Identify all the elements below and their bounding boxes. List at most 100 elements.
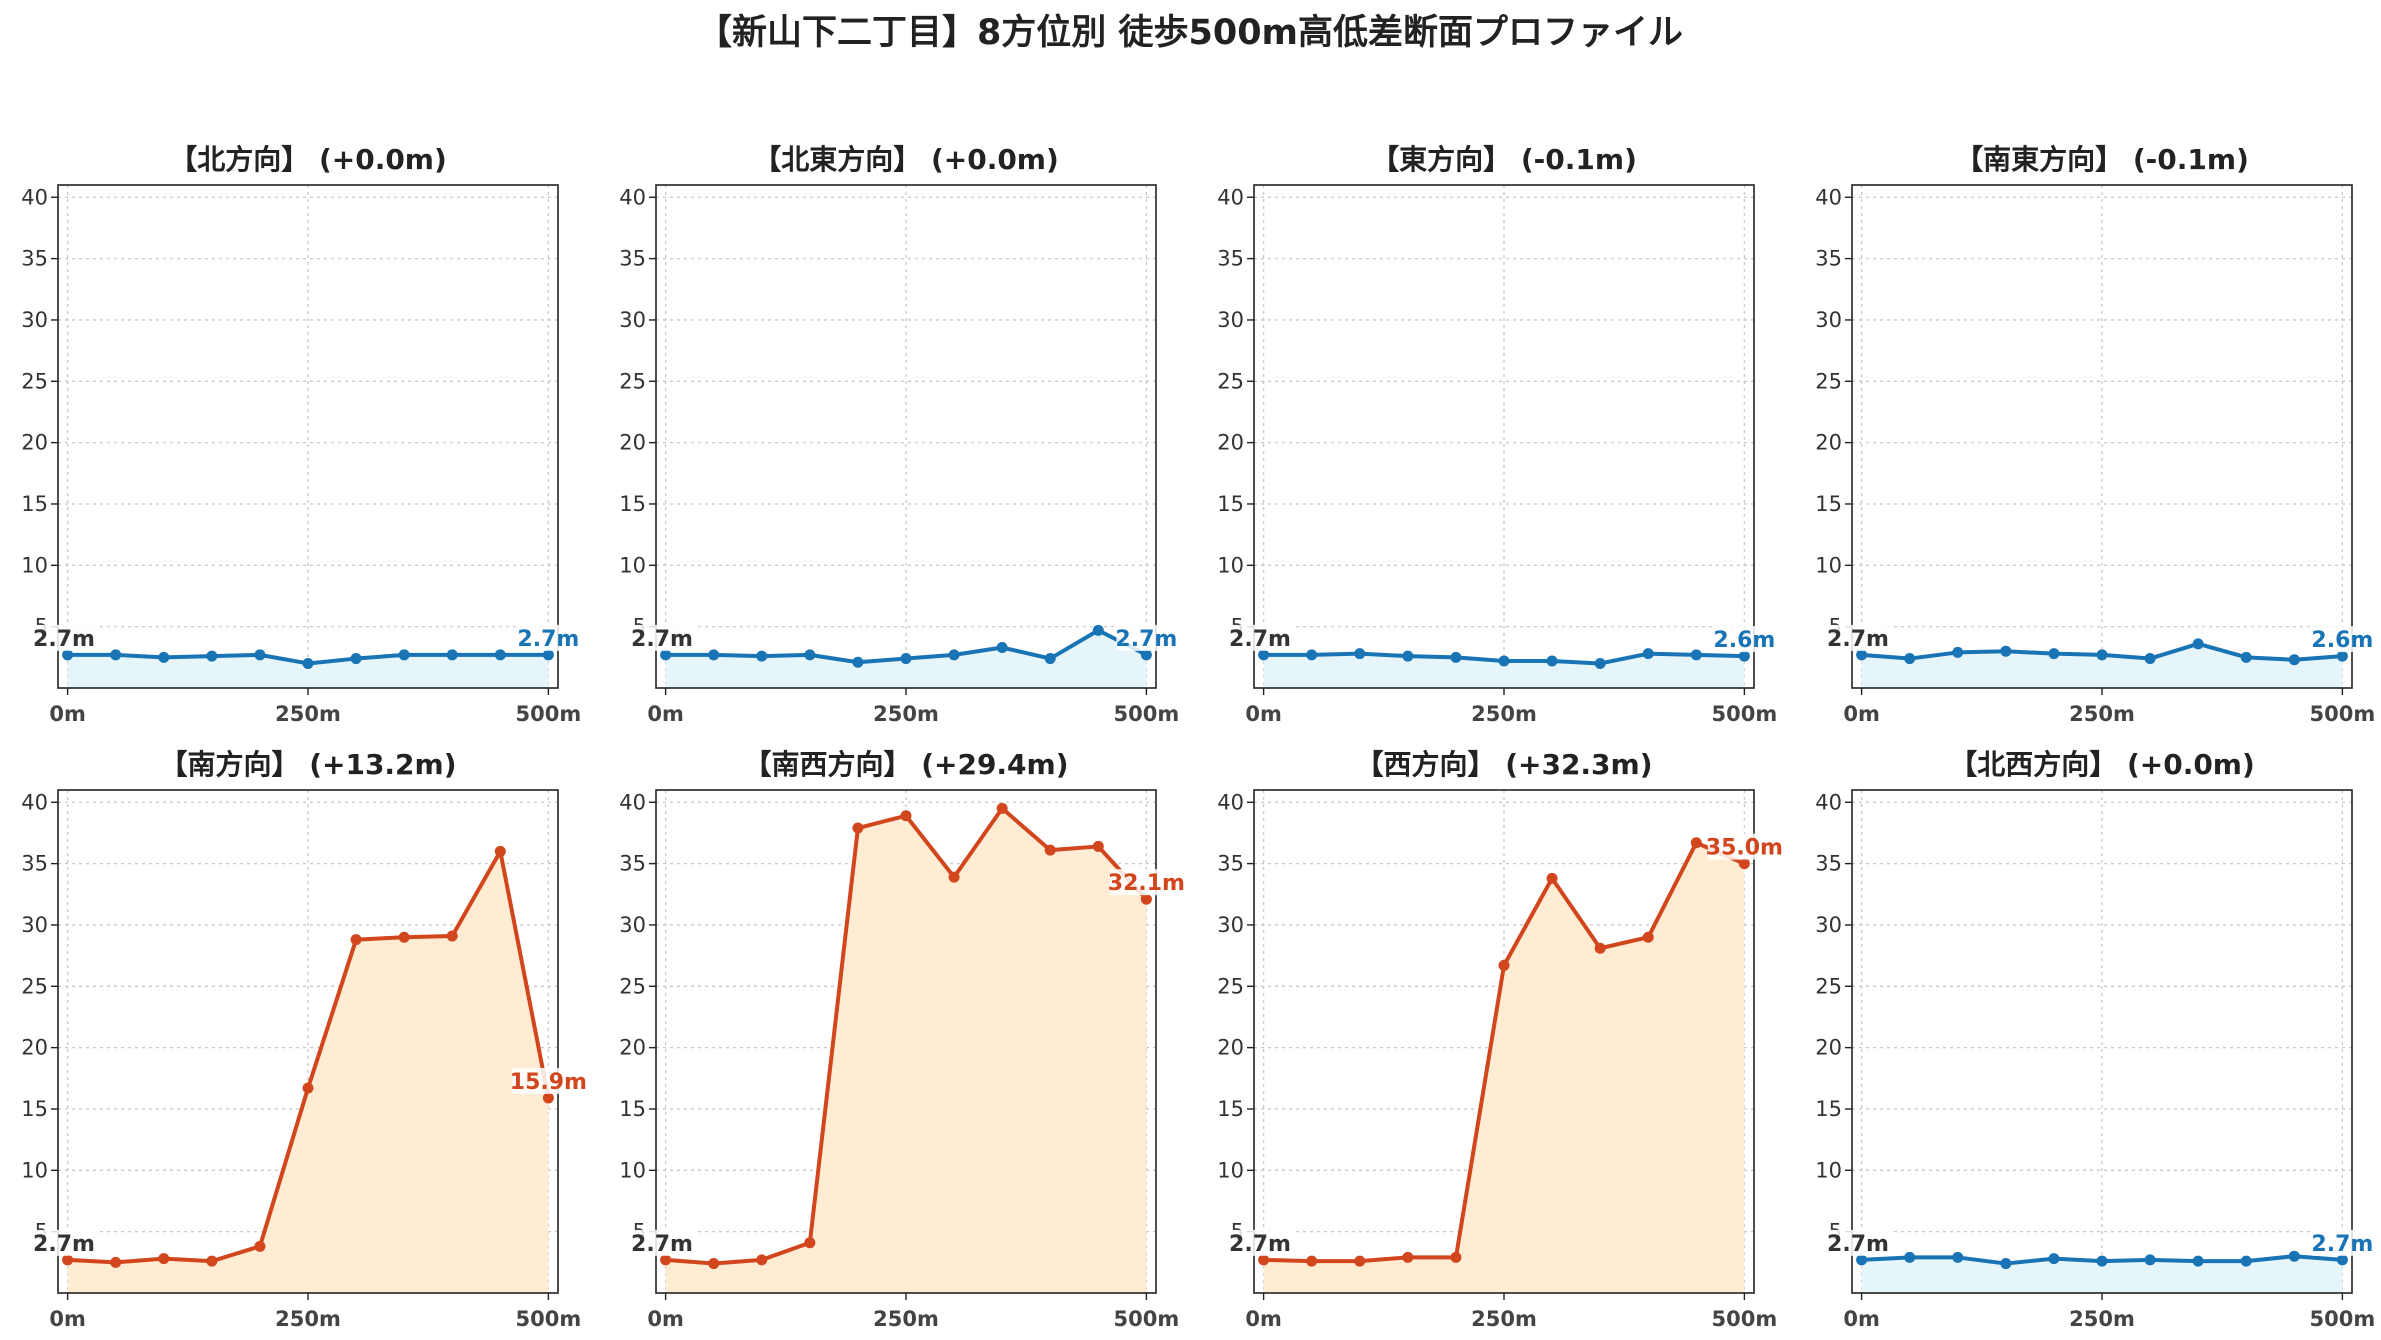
data-point [1092,624,1104,636]
y-tick-label: 20 [21,1036,48,1060]
end-value-label: 2.6m [1713,628,1775,653]
data-point [1594,657,1606,669]
panel-title: 【北東方向】 (+0.0m) [753,143,1059,176]
data-point [1738,650,1750,662]
x-tick-label: 250m [873,1307,939,1331]
data-point [1354,648,1366,660]
end-value-label: 2.6m [2311,628,2373,653]
y-tick-label: 20 [1217,431,1244,455]
start-value-label: 2.7m [631,627,693,652]
y-tick-label: 25 [21,974,48,998]
data-point [1594,942,1606,954]
x-tick-label: 250m [1471,1307,1537,1331]
panel-title: 【南西方向】 (+29.4m) [743,748,1068,781]
data-point [494,649,506,661]
panels: 【北方向】 (+0.0m)5101520253035400m250m500m2.… [21,143,2375,1331]
data-point [804,1237,816,1249]
x-tick-label: 500m [2310,1307,2376,1331]
y-tick-label: 35 [1217,852,1244,876]
end-label-bg [2312,626,2373,653]
y-tick-label: 15 [21,1097,48,1121]
end-label-bg [518,624,579,651]
start-label-bg [1828,1229,1890,1256]
start-label-bg [632,1229,694,1256]
figure-title: 【新山下二丁目】8方位別 徒歩500m高低差断面プロファイル [697,13,1683,53]
area-fill [1861,1256,2343,1293]
panel-title: 【南東方向】 (-0.1m) [1955,143,2249,176]
data-point [1258,649,1270,661]
data-point [1258,1254,1270,1266]
data-point [1738,858,1750,870]
data-point [254,649,266,661]
data-point [1306,649,1318,661]
data-point [302,1082,314,1094]
data-point [1044,653,1056,665]
x-tick-label: 250m [1471,702,1537,726]
end-value-label: 35.0m [1706,836,1783,861]
x-tick-label: 0m [1245,702,1282,726]
panel-3: 【南東方向】 (-0.1m)5101520253035400m250m500m2… [1815,143,2375,726]
area-fill [1263,653,1745,688]
data-point [1856,1254,1868,1266]
start-value-label: 2.7m [631,1232,693,1257]
y-tick-label: 15 [619,1097,646,1121]
data-point [756,1254,768,1266]
data-point [1546,872,1558,884]
x-tick-label: 500m [1114,702,1180,726]
y-tick-label: 40 [619,790,646,814]
area-fill [1263,842,1745,1293]
data-point [900,653,912,665]
area-fill [665,808,1147,1293]
data-point [2000,1258,2012,1270]
data-point [446,649,458,661]
y-tick-label: 20 [1217,1036,1244,1060]
y-tick-label: 10 [1815,1158,1842,1182]
panel-5: 【南西方向】 (+29.4m)5101520253035400m250m500m… [619,748,1185,1331]
data-point [900,810,912,822]
y-tick-label: 30 [21,913,48,937]
end-value-label: 32.1m [1108,871,1185,896]
x-tick-label: 500m [516,702,582,726]
data-point [2144,653,2156,665]
start-label-bg [34,1229,96,1256]
data-point [350,653,362,665]
x-tick-label: 250m [275,702,341,726]
data-point [2048,1253,2060,1265]
y-tick-label: 35 [1815,247,1842,271]
area-fill [67,654,549,688]
data-point [1402,1251,1414,1263]
data-point [398,649,410,661]
end-value-label: 2.7m [517,627,579,652]
y-tick-label: 35 [619,852,646,876]
x-tick-label: 500m [1712,1307,1778,1331]
y-tick-label: 30 [21,308,48,332]
data-point [110,649,122,661]
data-point [2192,1255,2204,1267]
area-fill [67,851,549,1293]
data-point [1092,840,1104,852]
y-tick-label: 35 [21,247,48,271]
y-tick-label: 10 [21,553,48,577]
x-tick-label: 500m [1712,702,1778,726]
data-point [2336,1254,2348,1266]
panel-title: 【北方向】 (+0.0m) [169,143,447,176]
x-tick-label: 0m [49,1307,86,1331]
y-tick-label: 15 [1815,1097,1842,1121]
data-point [398,931,410,943]
x-tick-label: 0m [1843,1307,1880,1331]
y-tick-label: 10 [1815,553,1842,577]
data-point [948,649,960,661]
end-label-bg [2312,1229,2373,1256]
data-point [494,845,506,857]
start-value-label: 2.7m [33,1232,95,1257]
y-tick-label: 25 [1217,369,1244,393]
data-point [1904,653,1916,665]
y-tick-label: 40 [21,790,48,814]
end-label-bg [1707,833,1781,860]
x-tick-label: 500m [516,1307,582,1331]
panel-6: 【西方向】 (+32.3m)5101520253035400m250m500m2… [1217,748,1783,1331]
start-value-label: 2.7m [33,627,95,652]
y-tick-label: 30 [1217,308,1244,332]
x-tick-label: 500m [1114,1307,1180,1331]
data-point [158,1253,170,1265]
